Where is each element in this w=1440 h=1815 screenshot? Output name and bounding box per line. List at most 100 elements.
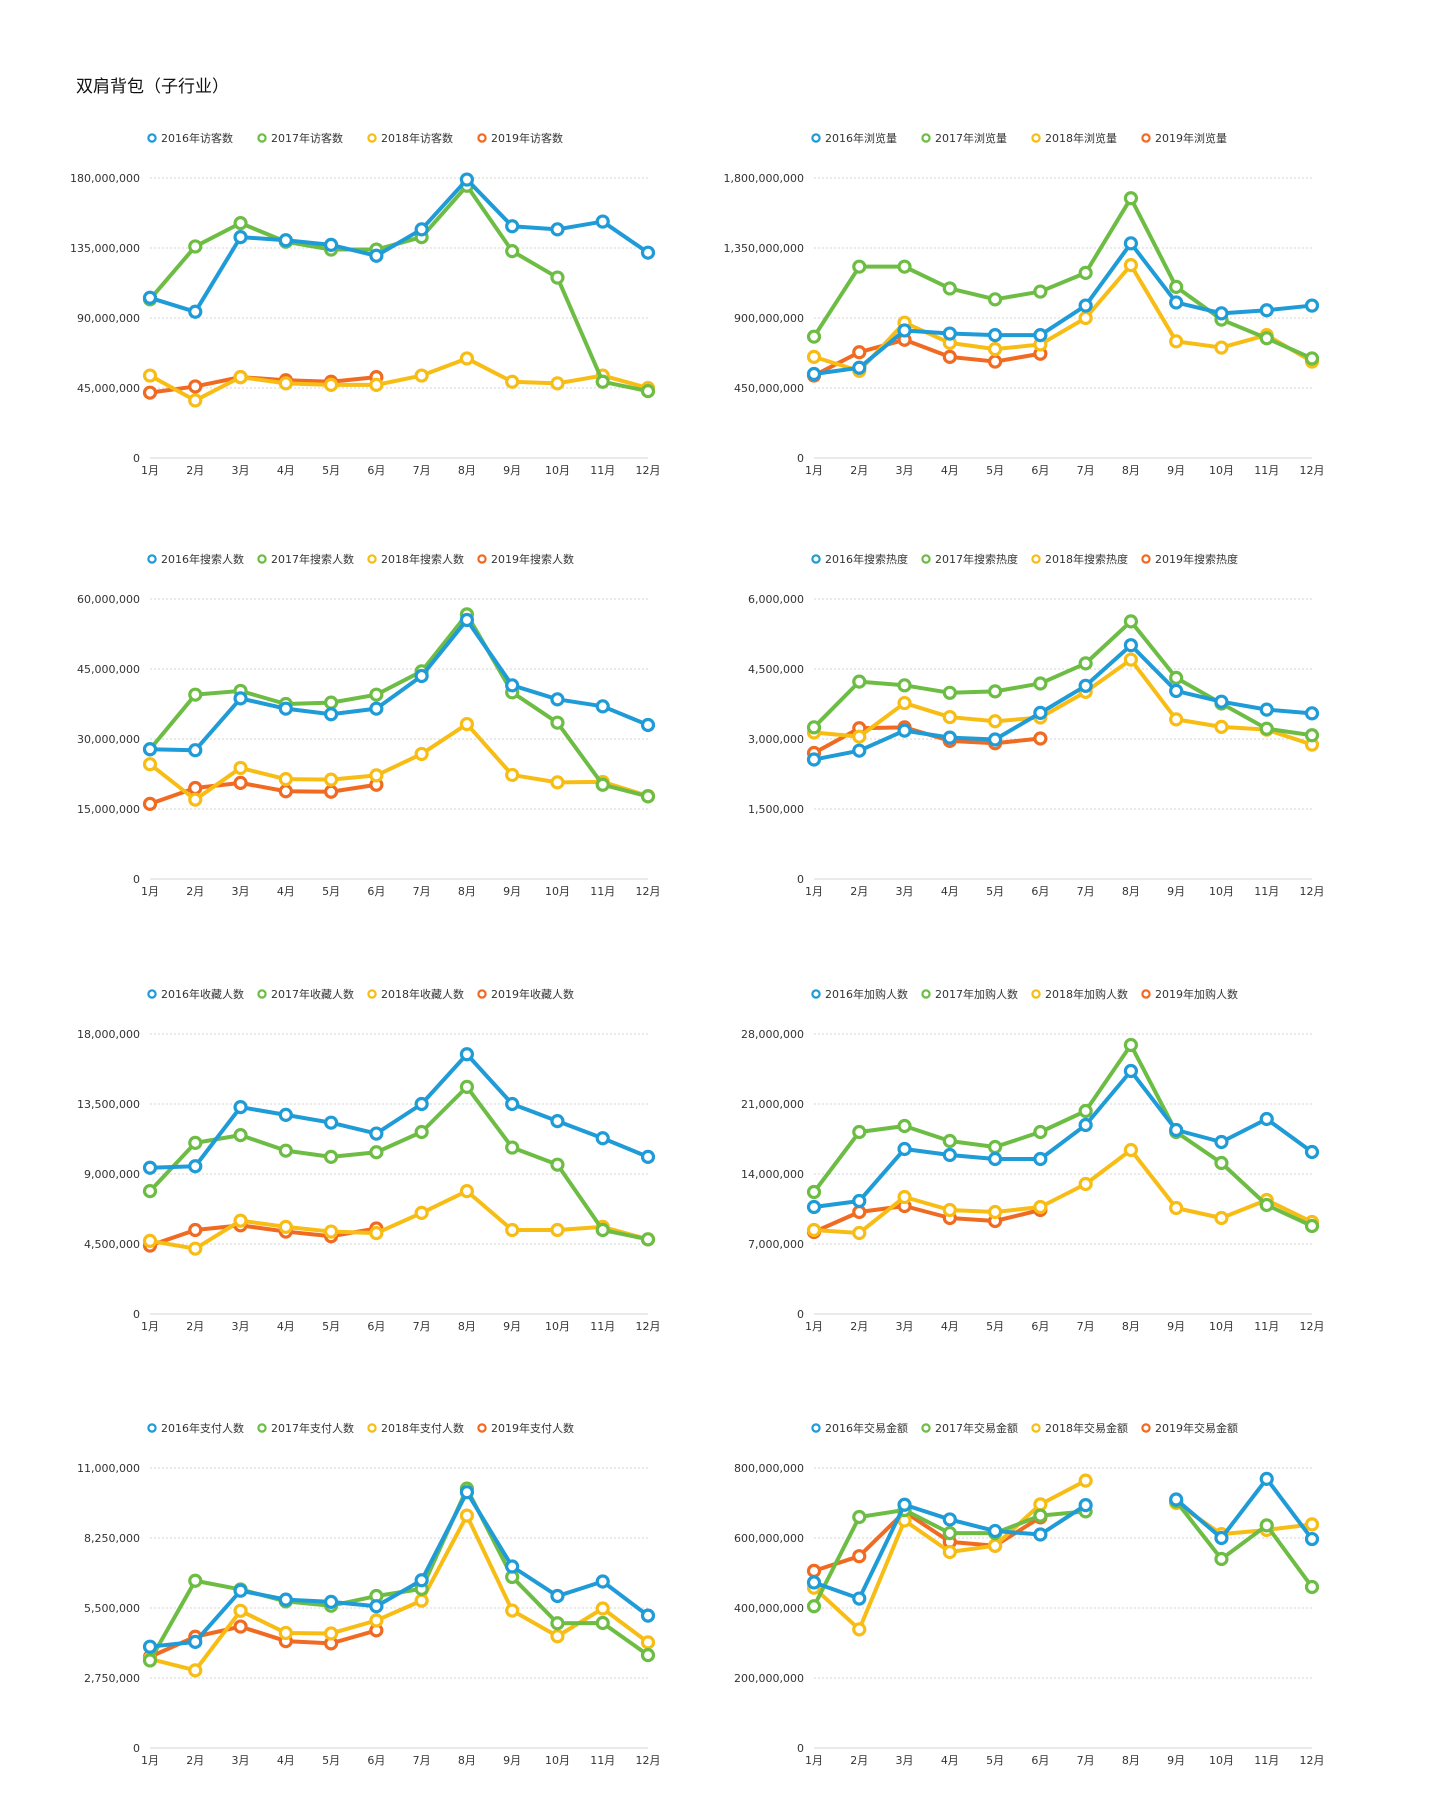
legend-item[interactable]: 2019年支付人数 xyxy=(477,1421,574,1435)
legend-item[interactable]: 2017年搜索热度 xyxy=(921,552,1018,566)
data-point[interactable] xyxy=(1259,1197,1274,1213)
legend-item[interactable]: 2016年浏览量 xyxy=(811,131,897,145)
data-point[interactable] xyxy=(1169,1492,1184,1507)
data-point[interactable] xyxy=(278,772,293,787)
data-point[interactable] xyxy=(550,222,565,237)
data-point[interactable] xyxy=(1123,1037,1139,1053)
data-point[interactable] xyxy=(897,678,912,693)
data-point[interactable] xyxy=(505,219,520,234)
data-point[interactable] xyxy=(142,742,158,757)
data-point[interactable] xyxy=(852,674,867,689)
data-point[interactable] xyxy=(550,1157,565,1172)
data-point[interactable] xyxy=(852,1225,867,1241)
data-point[interactable] xyxy=(942,1202,957,1218)
data-point[interactable] xyxy=(987,1139,1003,1155)
data-point[interactable] xyxy=(142,385,158,400)
data-point[interactable] xyxy=(233,216,248,231)
data-point[interactable] xyxy=(278,233,293,248)
data-point[interactable] xyxy=(852,729,867,744)
data-point[interactable] xyxy=(278,1107,293,1122)
data-point[interactable] xyxy=(806,366,822,382)
data-point[interactable] xyxy=(323,1626,339,1641)
data-point[interactable] xyxy=(142,1233,158,1248)
data-point[interactable] xyxy=(278,1592,293,1607)
data-point[interactable] xyxy=(1078,678,1093,693)
data-point[interactable] xyxy=(1169,1200,1184,1216)
data-point[interactable] xyxy=(806,1599,822,1614)
data-point[interactable] xyxy=(1078,265,1093,280)
legend-item[interactable]: 2018年收藏人数 xyxy=(367,987,464,1001)
data-point[interactable] xyxy=(550,1222,565,1238)
data-point[interactable] xyxy=(595,1574,610,1589)
data-point[interactable] xyxy=(640,1608,656,1623)
data-point[interactable] xyxy=(550,270,565,285)
data-point[interactable] xyxy=(369,248,384,263)
data-point[interactable] xyxy=(233,1128,248,1143)
data-point[interactable] xyxy=(278,784,293,799)
data-point[interactable] xyxy=(1304,1218,1320,1234)
data-point[interactable] xyxy=(550,1616,565,1631)
data-point[interactable] xyxy=(1033,705,1048,720)
data-point[interactable] xyxy=(323,377,339,392)
data-point[interactable] xyxy=(1304,1144,1320,1160)
data-point[interactable] xyxy=(233,691,248,706)
data-point[interactable] xyxy=(806,1199,822,1215)
data-point[interactable] xyxy=(550,1114,565,1129)
legend-item[interactable]: 2019年搜索人数 xyxy=(477,552,574,566)
data-point[interactable] xyxy=(1078,1473,1093,1488)
data-point[interactable] xyxy=(459,1184,475,1199)
data-point[interactable] xyxy=(852,345,867,360)
data-point[interactable] xyxy=(942,1133,957,1149)
data-point[interactable] xyxy=(1169,712,1184,727)
data-point[interactable] xyxy=(323,695,339,710)
data-point[interactable] xyxy=(595,699,610,714)
data-point[interactable] xyxy=(323,707,339,722)
legend-item[interactable]: 2017年交易金额 xyxy=(921,1421,1018,1435)
data-point[interactable] xyxy=(414,1593,429,1608)
data-point[interactable] xyxy=(595,1601,610,1616)
data-point[interactable] xyxy=(640,1647,656,1663)
data-point[interactable] xyxy=(987,1523,1003,1539)
data-point[interactable] xyxy=(505,767,520,783)
data-point[interactable] xyxy=(942,1512,957,1527)
data-point[interactable] xyxy=(852,1549,867,1564)
data-point[interactable] xyxy=(505,1096,520,1112)
data-point[interactable] xyxy=(1304,351,1320,366)
data-point[interactable] xyxy=(369,701,384,716)
data-point[interactable] xyxy=(942,281,957,296)
data-point[interactable] xyxy=(806,1222,822,1238)
data-point[interactable] xyxy=(1078,656,1093,671)
data-point[interactable] xyxy=(897,1118,912,1134)
legend-item[interactable]: 2017年浏览量 xyxy=(921,131,1007,145)
data-point[interactable] xyxy=(369,687,384,702)
data-point[interactable] xyxy=(595,214,610,229)
data-point[interactable] xyxy=(987,1204,1003,1220)
data-point[interactable] xyxy=(414,668,429,684)
legend-item[interactable]: 2019年浏览量 xyxy=(1141,131,1227,145)
data-point[interactable] xyxy=(987,342,1003,357)
data-point[interactable] xyxy=(142,368,158,383)
data-point[interactable] xyxy=(459,716,475,732)
data-point[interactable] xyxy=(1169,295,1184,310)
legend-item[interactable]: 2016年搜索人数 xyxy=(147,552,244,566)
data-point[interactable] xyxy=(1033,1199,1048,1215)
data-point[interactable] xyxy=(806,1184,822,1200)
data-point[interactable] xyxy=(1033,731,1048,746)
data-point[interactable] xyxy=(142,290,158,305)
data-point[interactable] xyxy=(1033,1527,1048,1542)
data-point[interactable] xyxy=(987,328,1003,343)
data-point[interactable] xyxy=(942,326,957,341)
data-point[interactable] xyxy=(1169,683,1184,699)
data-point[interactable] xyxy=(505,678,520,693)
data-point[interactable] xyxy=(550,775,565,790)
data-point[interactable] xyxy=(505,374,520,389)
data-point[interactable] xyxy=(852,1204,867,1220)
data-point[interactable] xyxy=(1259,721,1274,736)
data-point[interactable] xyxy=(459,172,475,187)
data-point[interactable] xyxy=(188,1573,203,1588)
data-point[interactable] xyxy=(1214,1134,1229,1150)
data-point[interactable] xyxy=(897,259,912,274)
data-point[interactable] xyxy=(1214,1210,1229,1226)
data-point[interactable] xyxy=(278,1219,293,1234)
data-point[interactable] xyxy=(233,370,248,385)
